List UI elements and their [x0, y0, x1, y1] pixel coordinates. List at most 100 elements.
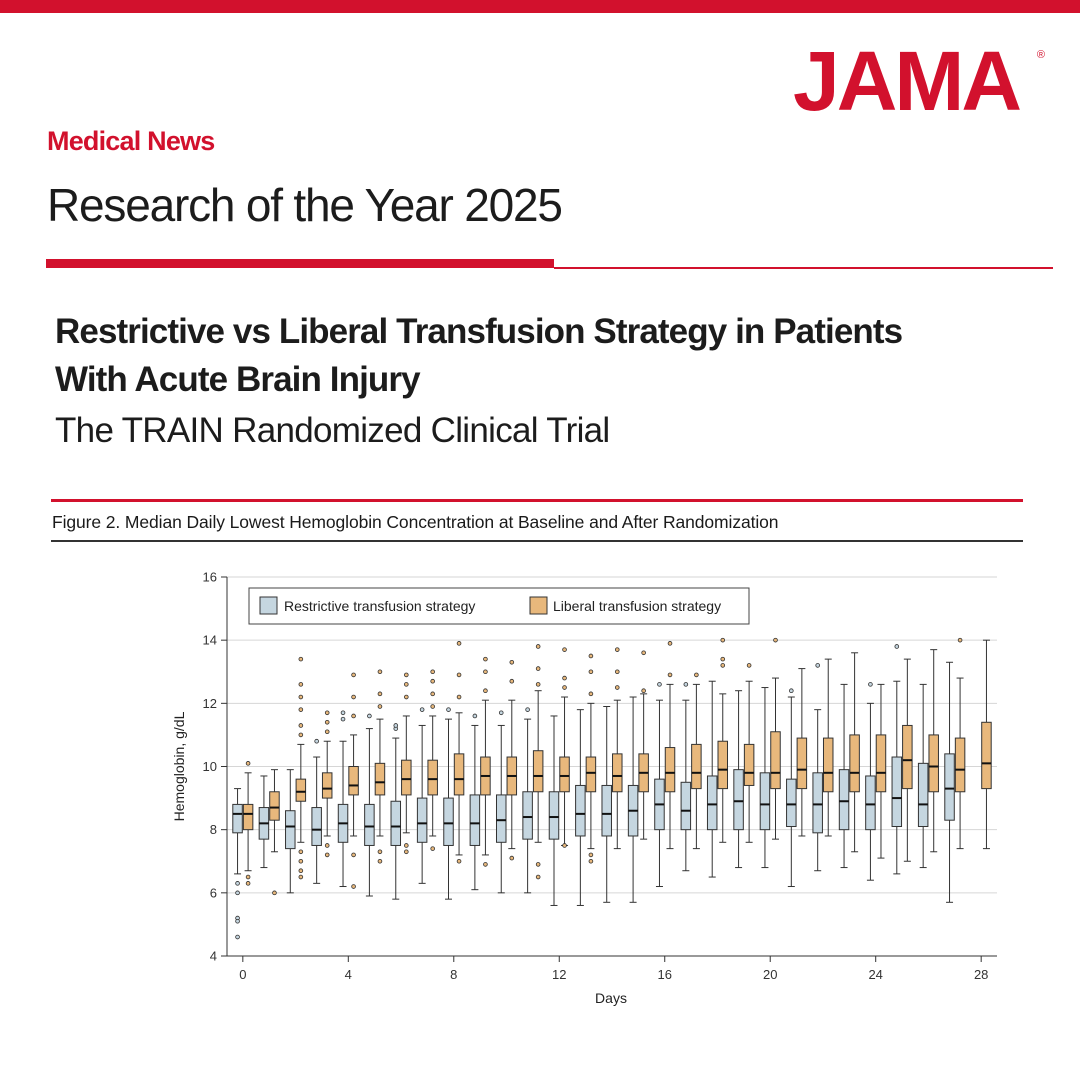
outlier-point — [694, 672, 699, 678]
outlier-point — [298, 858, 304, 864]
outlier-point — [340, 716, 346, 722]
y-tick-label: 6 — [210, 885, 217, 900]
outlier-point — [683, 682, 689, 687]
outlier-point — [351, 694, 356, 700]
iqr-box — [495, 794, 507, 843]
section-label: Medical News — [47, 126, 215, 156]
outlier-point — [404, 843, 409, 848]
title-rule-thick — [46, 259, 554, 268]
outlier-point — [535, 874, 541, 880]
outlier-point — [446, 707, 451, 712]
iqr-box — [532, 750, 544, 793]
x-tick-label: 28 — [974, 967, 988, 982]
outlier-point — [430, 846, 435, 851]
legend-box — [248, 587, 750, 625]
outlier-point — [298, 707, 304, 712]
iqr-box — [902, 724, 913, 790]
top-accent-bar — [0, 0, 1080, 13]
outlier-point — [393, 723, 399, 728]
outlier-point — [509, 678, 515, 684]
outlier-point — [483, 688, 488, 693]
outlier-point — [472, 713, 478, 719]
registered-mark: ® — [1036, 49, 1045, 61]
outlier-point — [324, 852, 330, 858]
iqr-box — [822, 737, 834, 793]
iqr-box — [786, 778, 797, 828]
iqr-box — [401, 759, 412, 796]
iqr-box — [364, 803, 375, 846]
iqr-box — [242, 803, 254, 831]
title-rule-thin — [554, 267, 1053, 269]
outlier-point — [509, 855, 515, 861]
outlier-point — [351, 713, 356, 719]
outlier-point — [483, 669, 488, 675]
outlier-point — [509, 659, 515, 665]
outlier-point — [430, 678, 435, 684]
outlier-point — [957, 637, 963, 643]
outlier-point — [614, 685, 620, 690]
outlier-point — [272, 890, 277, 896]
iqr-box — [680, 781, 692, 831]
outlier-point — [562, 647, 567, 652]
iqr-box — [875, 734, 887, 793]
iqr-box — [601, 784, 612, 837]
outlier-point — [377, 691, 383, 697]
y-tick-label: 10 — [203, 759, 217, 774]
iqr-box — [796, 737, 808, 790]
outlier-point — [456, 858, 462, 864]
outlier-point — [404, 694, 409, 700]
outlier-point — [324, 719, 330, 725]
x-tick-label: 4 — [345, 967, 352, 982]
iqr-box — [232, 803, 243, 834]
iqr-box — [559, 756, 570, 793]
outlier-point — [298, 868, 304, 874]
iqr-box — [944, 753, 955, 821]
iqr-box — [390, 800, 402, 846]
outlier-point — [815, 663, 820, 668]
iqr-box — [954, 737, 966, 793]
iqr-box — [374, 762, 386, 796]
outlier-point — [483, 862, 488, 867]
iqr-box — [548, 791, 560, 840]
outlier-point — [430, 704, 435, 709]
outlier-point — [404, 682, 409, 687]
outlier-point — [720, 637, 726, 643]
y-tick-label: 12 — [203, 696, 217, 711]
iqr-box — [427, 759, 438, 796]
iqr-box — [443, 797, 454, 846]
article-subtitle: The TRAIN Randomized Clinical Trial — [55, 411, 610, 450]
outlier-point — [614, 647, 620, 652]
outlier-point — [324, 729, 330, 735]
outlier-point — [667, 672, 673, 678]
iqr-box — [838, 769, 850, 831]
iqr-box — [770, 731, 781, 790]
outlier-point — [324, 710, 330, 716]
outlier-point — [535, 862, 541, 867]
y-axis-title: Hemoglobin, g/dL — [171, 711, 187, 821]
outlier-point — [340, 710, 346, 716]
legend-label: Liberal transfusion strategy — [553, 598, 721, 614]
outlier-point — [298, 694, 304, 700]
x-tick-label: 16 — [658, 967, 672, 982]
outlier-point — [245, 881, 251, 886]
article-title: Restrictive vs Liberal Transfusion Strat… — [55, 312, 903, 399]
outlier-point — [720, 663, 726, 668]
outlier-point — [562, 685, 567, 690]
outlier-point — [324, 843, 330, 848]
outlier-point — [667, 641, 673, 646]
x-tick-label: 0 — [239, 967, 246, 982]
outlier-point — [404, 849, 409, 855]
outlier-point — [235, 918, 240, 924]
outlier-point — [483, 656, 488, 662]
iqr-box — [416, 797, 428, 843]
outlier-point — [641, 688, 646, 693]
iqr-box — [928, 734, 939, 793]
iqr-box — [575, 784, 586, 837]
outlier-point — [298, 732, 304, 738]
outlier-point — [588, 653, 594, 659]
outlier-point — [535, 682, 541, 687]
outlier-point — [868, 682, 873, 687]
x-tick-label: 8 — [450, 967, 457, 982]
outlier-point — [298, 874, 304, 880]
